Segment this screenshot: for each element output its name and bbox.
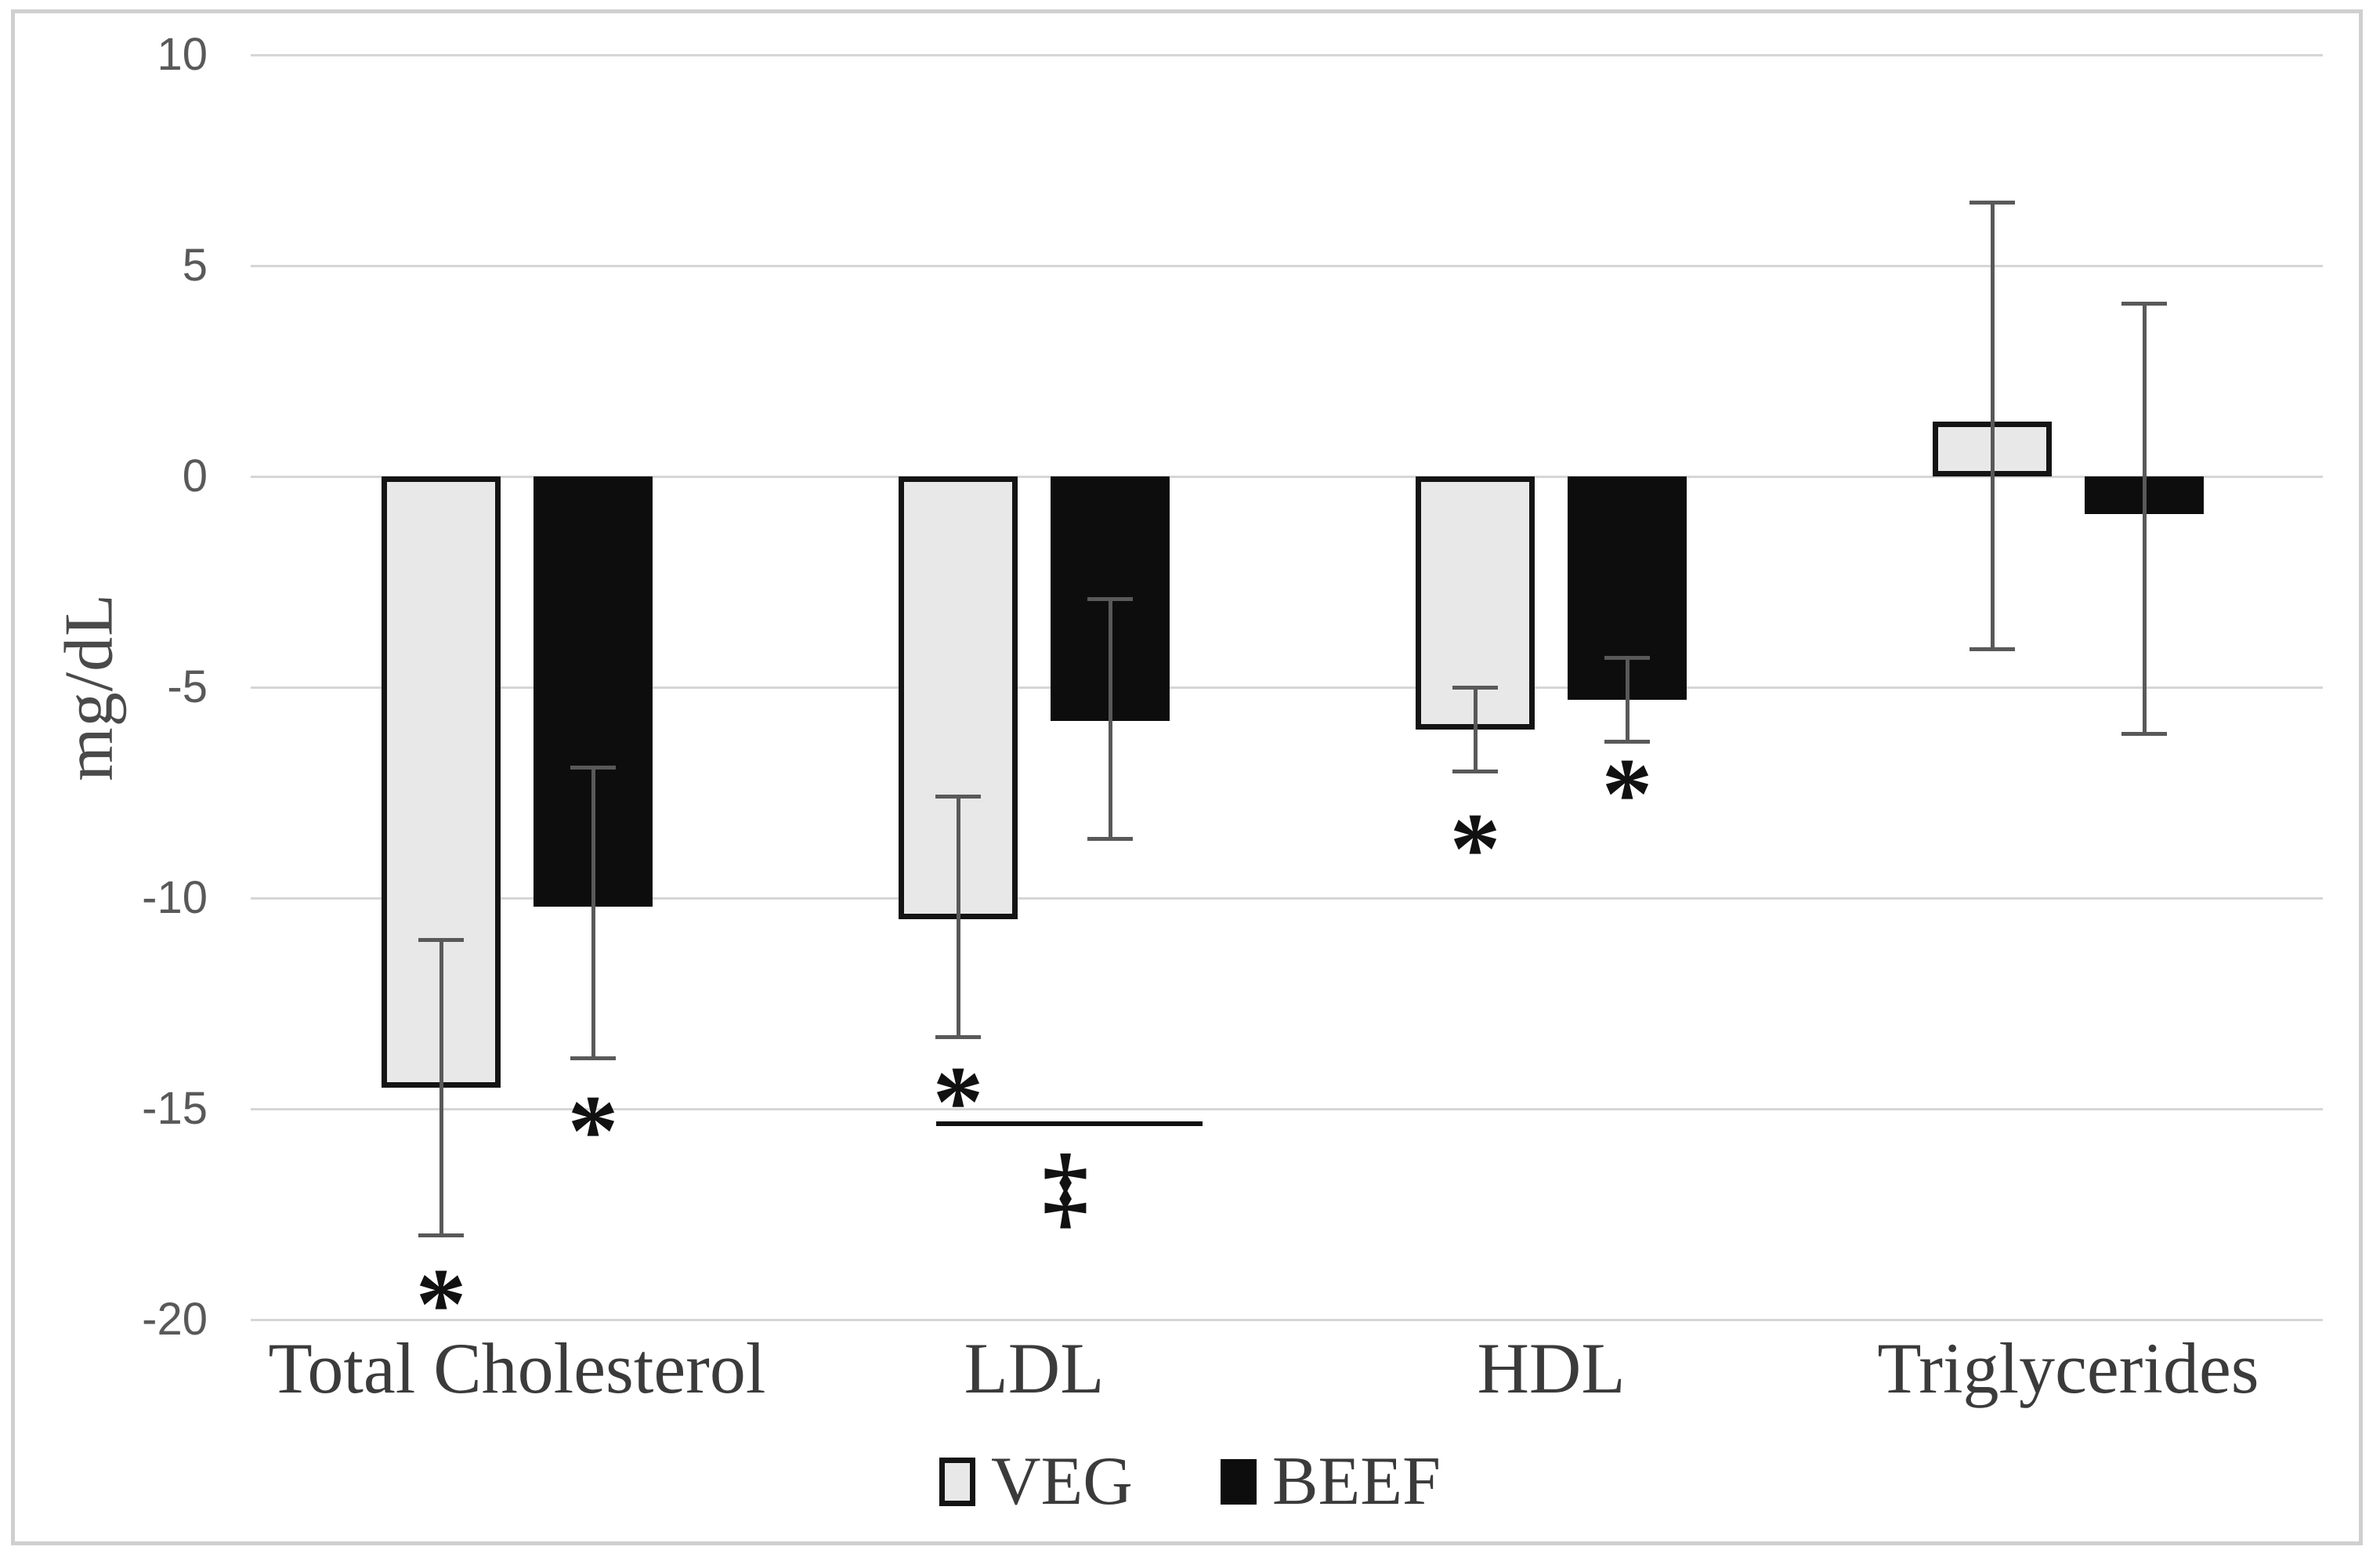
error-cap-low-beef-hdl bbox=[1604, 740, 1650, 744]
comparison-line-ldl bbox=[936, 1121, 1203, 1126]
y-tick-label-5: 5 bbox=[182, 240, 208, 291]
veg-series-swatch bbox=[939, 1458, 975, 1506]
error-cap-high-beef-hdl bbox=[1604, 655, 1650, 660]
significance-veg-total-cholesterol: * bbox=[415, 1248, 467, 1361]
y-tick-label--15: -15 bbox=[142, 1083, 208, 1134]
gridline-5 bbox=[251, 264, 2323, 267]
significance-beef-total-cholesterol: * bbox=[567, 1074, 619, 1188]
error-cap-high-beef-total-cholesterol bbox=[570, 765, 616, 770]
category-label-triglycerides: Triglycerides bbox=[1877, 1328, 2259, 1408]
significance-veg-hdl: * bbox=[1449, 792, 1501, 906]
error-bar-veg-triglycerides bbox=[1990, 202, 1995, 650]
significance-beef-hdl: * bbox=[1601, 737, 1653, 851]
error-cap-low-veg-ldl bbox=[935, 1035, 981, 1040]
y-tick-label-0: 0 bbox=[182, 451, 208, 502]
significance-veg-ldl: * bbox=[932, 1045, 984, 1159]
error-cap-low-veg-total-cholesterol bbox=[418, 1233, 464, 1237]
gridline-0 bbox=[251, 475, 2323, 478]
error-cap-high-veg-hdl bbox=[1452, 685, 1498, 690]
error-bar-veg-total-cholesterol bbox=[439, 940, 443, 1236]
veg-legend-label: VEG bbox=[990, 1443, 1133, 1519]
error-cap-high-veg-total-cholesterol bbox=[418, 938, 464, 943]
y-tick-label-10: 10 bbox=[157, 29, 208, 80]
figure-border bbox=[11, 9, 2363, 1545]
category-label-hdl: HDL bbox=[1477, 1328, 1626, 1408]
legend-item-veg: VEG bbox=[939, 1447, 1133, 1516]
error-cap-low-beef-triglycerides bbox=[2121, 731, 2167, 736]
legend: VEG BEEF bbox=[0, 1439, 2380, 1525]
error-cap-high-veg-ldl bbox=[935, 795, 981, 799]
legend-item-beef: BEEF bbox=[1220, 1443, 1441, 1519]
error-bar-veg-ldl bbox=[956, 796, 960, 1038]
error-cap-low-beef-ldl bbox=[1087, 837, 1133, 842]
error-cap-high-veg-triglycerides bbox=[1969, 200, 2015, 205]
error-cap-low-beef-total-cholesterol bbox=[570, 1056, 616, 1060]
error-bar-veg-hdl bbox=[1473, 687, 1478, 772]
error-bar-beef-hdl bbox=[1625, 657, 1629, 742]
gridline--10 bbox=[251, 896, 2323, 900]
error-cap-high-beef-triglycerides bbox=[2121, 301, 2167, 306]
y-tick-label--5: -5 bbox=[167, 661, 208, 712]
gridline--20 bbox=[251, 1318, 2323, 1321]
error-cap-low-veg-triglycerides bbox=[1969, 647, 2015, 652]
error-cap-high-beef-ldl bbox=[1087, 596, 1133, 601]
gridline--5 bbox=[251, 686, 2323, 689]
category-label-total-cholesterol: Total Cholesterol bbox=[268, 1328, 766, 1408]
beef-series-swatch bbox=[1220, 1459, 1257, 1505]
error-cap-low-veg-hdl bbox=[1452, 770, 1498, 774]
y-tick-label--10: -10 bbox=[142, 872, 208, 923]
double-dagger-symbol: ‡ bbox=[1042, 1135, 1089, 1238]
category-label-ldl: LDL bbox=[964, 1328, 1105, 1408]
error-bar-beef-ldl bbox=[1108, 599, 1112, 839]
beef-legend-label: BEEF bbox=[1271, 1443, 1441, 1519]
y-tick-label--20: -20 bbox=[142, 1294, 208, 1345]
error-bar-beef-total-cholesterol bbox=[591, 767, 595, 1059]
error-bar-beef-triglycerides bbox=[2142, 303, 2147, 734]
gridline-10 bbox=[251, 53, 2323, 56]
gridline--15 bbox=[251, 1107, 2323, 1110]
